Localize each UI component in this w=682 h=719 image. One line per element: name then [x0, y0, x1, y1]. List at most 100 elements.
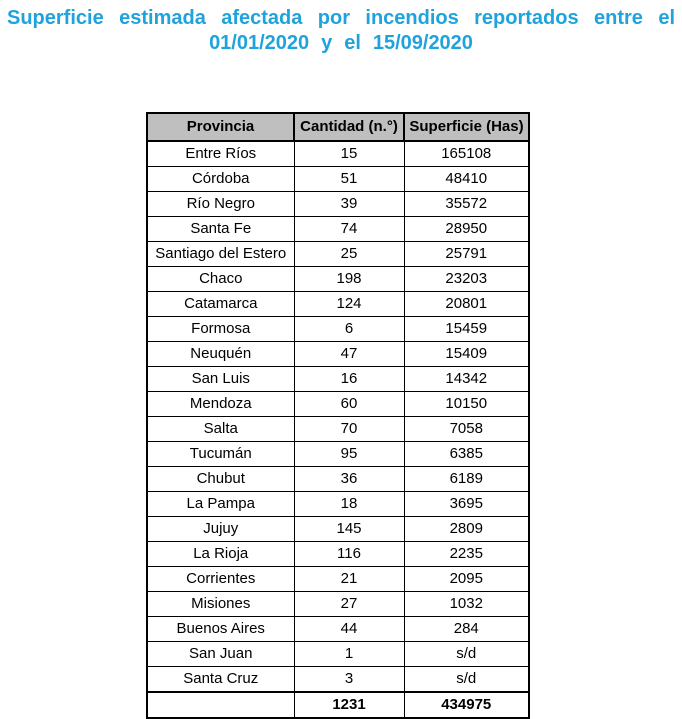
cell-cantidad: 36 [293, 466, 405, 492]
header-superficie: Superficie (Has) [403, 112, 530, 142]
cell-superficie: 28950 [403, 216, 530, 242]
cell-superficie: 165108 [403, 140, 530, 167]
cell-cantidad: 6 [293, 316, 405, 342]
table-row: Misiones 27 1032 [146, 591, 530, 617]
total-label-cell [146, 691, 295, 719]
cell-provincia: Salta [146, 416, 295, 442]
table-footer: 1231 434975 [146, 691, 530, 719]
table-row: San Luis 16 14342 [146, 366, 530, 392]
table-body: Entre Ríos 15 165108 Córdoba 51 48410 Río Negr… [146, 140, 530, 693]
table-row: Jujuy 145 2809 [146, 516, 530, 542]
table-row: Santa Cruz 3 s/d [146, 666, 530, 693]
cell-superficie: 25791 [403, 241, 530, 267]
table-row: La Pampa 18 3695 [146, 491, 530, 517]
cell-superficie: s/d [403, 666, 530, 693]
cell-provincia: Buenos Aires [146, 616, 295, 642]
cell-provincia: Córdoba [146, 166, 295, 192]
cell-provincia: La Rioja [146, 541, 295, 567]
cell-superficie: 3695 [403, 491, 530, 517]
cell-cantidad: 47 [293, 341, 405, 367]
cell-provincia: San Luis [146, 366, 295, 392]
cell-cantidad: 15 [293, 140, 405, 167]
cell-provincia: Río Negro [146, 191, 295, 217]
cell-cantidad: 16 [293, 366, 405, 392]
cell-cantidad: 3 [293, 666, 405, 693]
cell-superficie: 14342 [403, 366, 530, 392]
cell-provincia: Neuquén [146, 341, 295, 367]
cell-cantidad: 74 [293, 216, 405, 242]
cell-provincia: Jujuy [146, 516, 295, 542]
cell-provincia: Corrientes [146, 566, 295, 592]
cell-superficie: 15459 [403, 316, 530, 342]
cell-provincia: Formosa [146, 316, 295, 342]
table-row: La Rioja 116 2235 [146, 541, 530, 567]
table-row: Entre Ríos 15 165108 [146, 140, 530, 167]
cell-superficie: 10150 [403, 391, 530, 417]
table-row: Córdoba 51 48410 [146, 166, 530, 192]
cell-superficie: 2235 [403, 541, 530, 567]
cell-cantidad: 27 [293, 591, 405, 617]
cell-superficie: 23203 [403, 266, 530, 292]
cell-provincia: Chubut [146, 466, 295, 492]
table-row: Formosa 6 15459 [146, 316, 530, 342]
cell-cantidad: 44 [293, 616, 405, 642]
cell-cantidad: 1 [293, 641, 405, 667]
table-row: Tucumán 95 6385 [146, 441, 530, 467]
cell-cantidad: 39 [293, 191, 405, 217]
fire-data-table: Provincia Cantidad (n.°) Superficie (Has… [146, 112, 530, 719]
table-row: Río Negro 39 35572 [146, 191, 530, 217]
cell-cantidad: 60 [293, 391, 405, 417]
cell-provincia: Mendoza [146, 391, 295, 417]
cell-cantidad: 124 [293, 291, 405, 317]
cell-superficie: 2809 [403, 516, 530, 542]
cell-provincia: La Pampa [146, 491, 295, 517]
cell-superficie: 284 [403, 616, 530, 642]
cell-provincia: Catamarca [146, 291, 295, 317]
table-row: Neuquén 47 15409 [146, 341, 530, 367]
header-provincia: Provincia [146, 112, 295, 142]
cell-cantidad: 51 [293, 166, 405, 192]
cell-superficie: 6189 [403, 466, 530, 492]
total-row: 1231 434975 [146, 691, 530, 719]
page-title: Superficie estimada afectada por incendi… [0, 6, 682, 56]
table-header: Provincia Cantidad (n.°) Superficie (Has… [146, 112, 530, 142]
cell-cantidad: 145 [293, 516, 405, 542]
cell-provincia: Santa Fe [146, 216, 295, 242]
table-row: Mendoza 60 10150 [146, 391, 530, 417]
cell-superficie: 2095 [403, 566, 530, 592]
cell-superficie: s/d [403, 641, 530, 667]
cell-provincia: Tucumán [146, 441, 295, 467]
cell-provincia: Chaco [146, 266, 295, 292]
cell-cantidad: 198 [293, 266, 405, 292]
cell-cantidad: 116 [293, 541, 405, 567]
table-row: Corrientes 21 2095 [146, 566, 530, 592]
cell-cantidad: 18 [293, 491, 405, 517]
cell-cantidad: 21 [293, 566, 405, 592]
total-cantidad-cell: 1231 [293, 691, 405, 719]
cell-cantidad: 25 [293, 241, 405, 267]
cell-superficie: 20801 [403, 291, 530, 317]
table-row: Santa Fe 74 28950 [146, 216, 530, 242]
table-header-row: Provincia Cantidad (n.°) Superficie (Has… [146, 112, 530, 142]
cell-provincia: San Juan [146, 641, 295, 667]
total-superficie-cell: 434975 [403, 691, 530, 719]
cell-provincia: Santa Cruz [146, 666, 295, 693]
table-row: Buenos Aires 44 284 [146, 616, 530, 642]
cell-superficie: 1032 [403, 591, 530, 617]
cell-provincia: Santiago del Estero [146, 241, 295, 267]
header-cantidad: Cantidad (n.°) [293, 112, 405, 142]
cell-provincia: Misiones [146, 591, 295, 617]
cell-cantidad: 70 [293, 416, 405, 442]
table-row: Santiago del Estero 25 25791 [146, 241, 530, 267]
table-row: Chubut 36 6189 [146, 466, 530, 492]
cell-cantidad: 95 [293, 441, 405, 467]
cell-provincia: Entre Ríos [146, 140, 295, 167]
table-row: San Juan 1 s/d [146, 641, 530, 667]
cell-superficie: 35572 [403, 191, 530, 217]
table-row: Catamarca 124 20801 [146, 291, 530, 317]
cell-superficie: 15409 [403, 341, 530, 367]
page-title-line-2: 01/01/2020 y el 15/09/2020 [209, 32, 473, 54]
table-row: Chaco 198 23203 [146, 266, 530, 292]
table-row: Salta 70 7058 [146, 416, 530, 442]
cell-superficie: 7058 [403, 416, 530, 442]
